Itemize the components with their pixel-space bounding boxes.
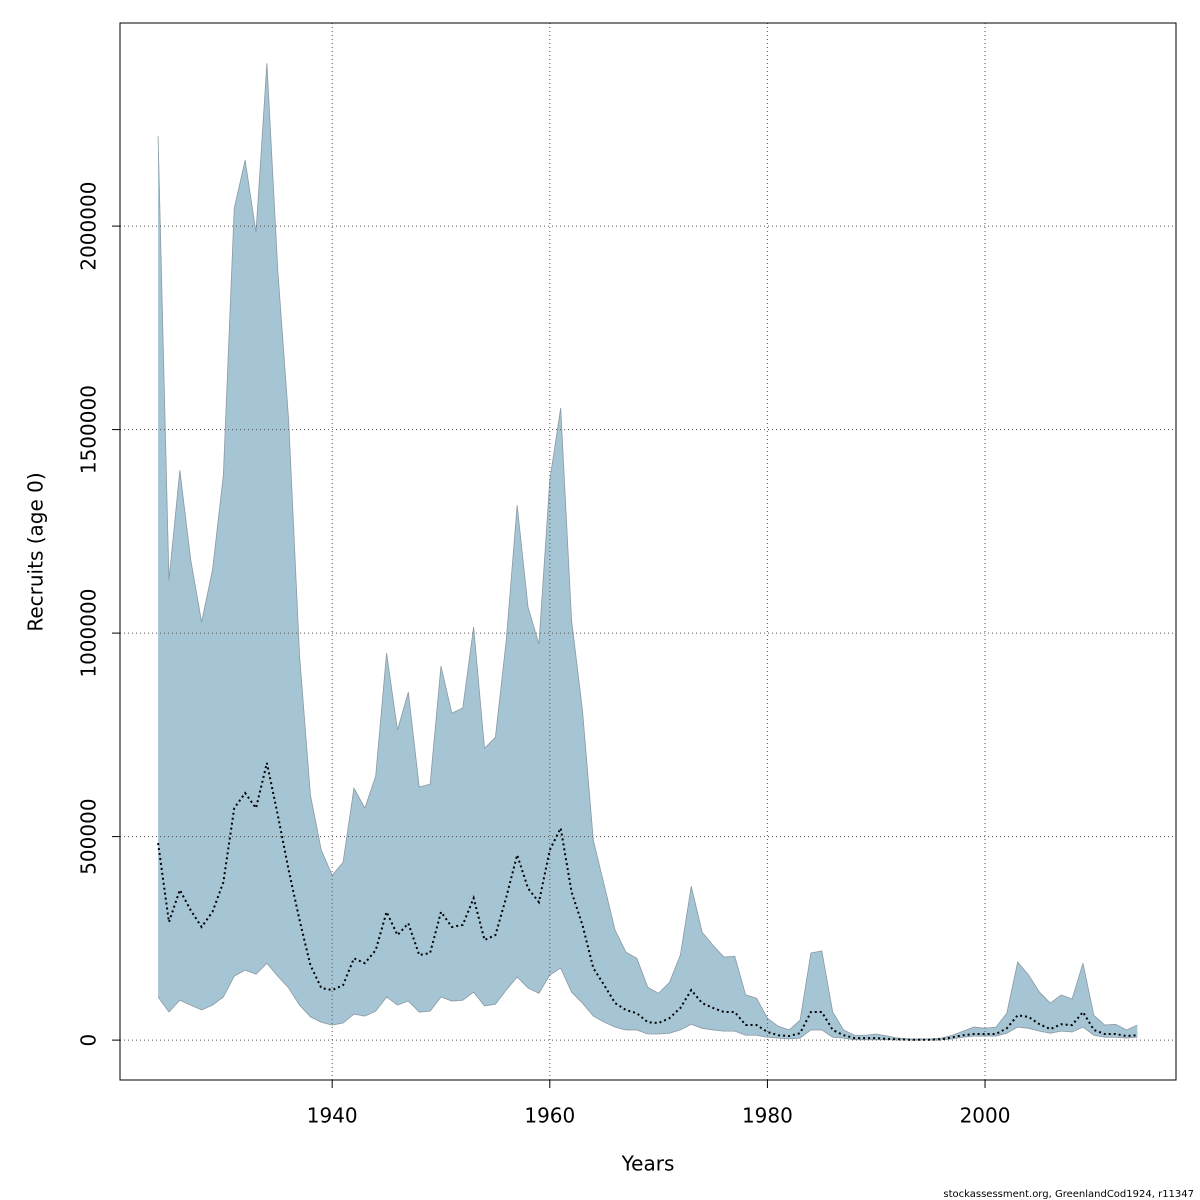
- x-axis-label: Years: [621, 1152, 675, 1176]
- y-tick-label: 1000000: [77, 589, 101, 678]
- lower-bound: [157, 962, 1138, 1041]
- median-line: [157, 762, 1138, 1041]
- y-tick-label: 500000: [77, 798, 101, 874]
- y-tick-label: 0: [77, 1034, 101, 1047]
- y-tick-label: 1500000: [77, 385, 101, 474]
- footnote: stockassessment.org, GreenlandCod1924, r…: [943, 1189, 1194, 1200]
- x-tick-label: 2000: [960, 1104, 1011, 1128]
- upper-bound: [157, 63, 1138, 1040]
- y-tick-label: 2000000: [77, 182, 101, 271]
- plot-frame: [119, 22, 1177, 1081]
- confidence-band: [158, 63, 1138, 1040]
- x-tick-label: 1980: [742, 1104, 793, 1128]
- x-tick-label: 1960: [524, 1104, 575, 1128]
- x-tick-label: 1940: [307, 1104, 358, 1128]
- y-axis-label: Recruits (age 0): [24, 472, 48, 631]
